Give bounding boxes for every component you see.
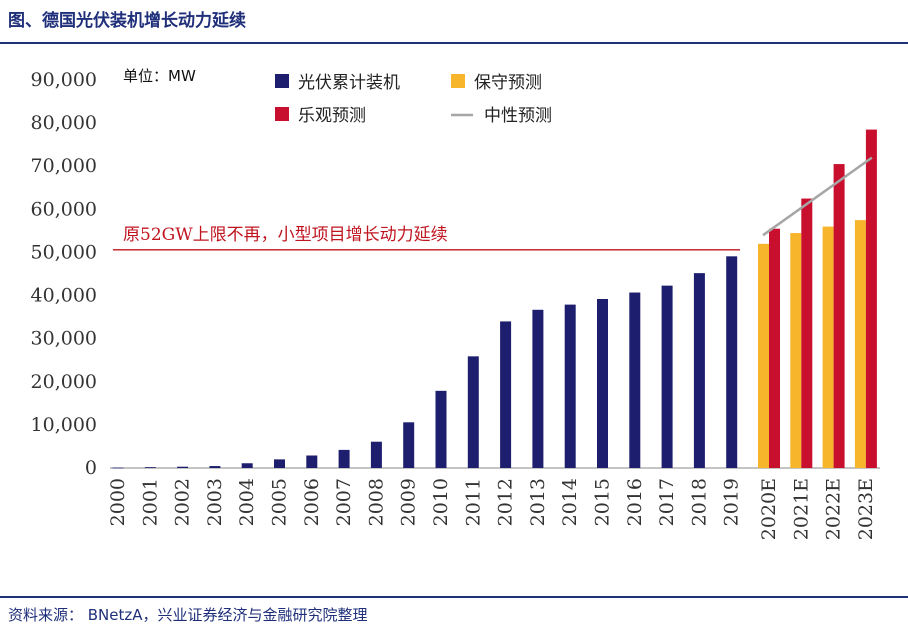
x-tick-label: 2016 (624, 478, 646, 526)
bar-conservative (822, 226, 834, 468)
y-tick-label: 0 (85, 457, 97, 479)
legend-swatch-cumulative (275, 74, 289, 88)
cap-annotation: 原52GW上限不再，小型项目增长动力延续 (123, 225, 448, 245)
bar-cumulative (144, 467, 156, 468)
neutral-forecast-line (762, 156, 873, 237)
x-tick-label: 2009 (398, 478, 420, 526)
x-tick-label: 2013 (527, 478, 549, 526)
y-tick-label: 60,000 (31, 198, 97, 220)
unit-label: 单位：MW (123, 67, 196, 85)
x-tick-label: 2017 (656, 478, 678, 526)
bar-cumulative (661, 285, 673, 468)
bar-optimistic (769, 228, 780, 468)
bar-conservative (790, 233, 802, 468)
x-tick-label: 2005 (269, 478, 291, 526)
y-tick-label: 90,000 (31, 69, 97, 91)
y-tick-label: 70,000 (31, 155, 97, 177)
source-note: 资料来源： BNetzA，兴业证券经济与金融研究院整理 (8, 606, 368, 624)
bar-optimistic (865, 129, 877, 469)
x-tick-label: 2012 (495, 478, 517, 526)
bar-cumulative (467, 356, 479, 468)
bar-conservative (854, 220, 866, 468)
y-tick-label: 50,000 (31, 241, 97, 263)
chart-title: 图、德国光伏装机增长动力延续 (8, 11, 246, 31)
bar-cumulative (435, 390, 447, 468)
x-tick-label: 2002 (172, 478, 194, 526)
footer-divider (0, 596, 908, 598)
legend-label-cumulative: 光伏累计装机 (298, 73, 400, 93)
bar-cumulative (403, 422, 415, 468)
bar-optimistic (833, 164, 845, 469)
x-tick-label: 2015 (592, 478, 614, 526)
x-tick-label: 2006 (301, 478, 323, 526)
bar-chart: 0 10,000 20,000 30,000 40,000 50,000 60,000 70,… (31, 67, 880, 540)
x-tick-label: 2010 (430, 478, 452, 526)
bar-cumulative (370, 441, 382, 468)
bar-cumulative (338, 449, 350, 468)
y-tick-label: 40,000 (31, 285, 97, 307)
legend-label-neutral: 中性预测 (484, 106, 552, 126)
bar-cumulative (241, 463, 253, 468)
x-tick-label: 2003 (204, 478, 226, 526)
bar-conservative (758, 243, 769, 468)
x-tick-label: 2020E (758, 478, 780, 540)
bar-cumulative (597, 299, 608, 468)
bar-cumulative (177, 466, 189, 468)
y-tick-label: 20,000 (31, 371, 97, 393)
x-tick-label: 2023E (855, 478, 877, 540)
x-tick-label: 2011 (462, 478, 484, 526)
bar-cumulative (306, 455, 318, 468)
bar-cumulative (500, 321, 512, 468)
x-tick-label: 2004 (236, 478, 258, 526)
bar-cumulative (209, 466, 221, 468)
bar-cumulative (629, 292, 641, 468)
x-tick-label: 2019 (721, 478, 743, 526)
legend-swatch-conservative (451, 74, 465, 88)
x-tick-label: 2000 (107, 478, 129, 526)
bar-cumulative (112, 467, 124, 469)
bar-cumulative (726, 256, 738, 468)
y-tick-label: 30,000 (31, 328, 97, 350)
y-tick-label: 80,000 (31, 112, 97, 134)
title-divider (0, 42, 908, 44)
x-tick-label: 2021E (790, 478, 812, 540)
x-tick-label: 2022E (823, 478, 845, 540)
bar-cumulative (274, 459, 285, 468)
x-tick-label: 2001 (139, 478, 161, 526)
bar-cumulative (532, 309, 544, 468)
x-tick-label: 2018 (688, 478, 710, 526)
legend-swatch-optimistic (275, 107, 289, 121)
x-tick-label: 2014 (559, 478, 581, 526)
bar-optimistic (801, 198, 813, 469)
y-tick-label: 10,000 (31, 414, 97, 436)
bar-cumulative (564, 304, 576, 468)
bar-cumulative (693, 273, 705, 468)
legend-label-optimistic: 乐观预测 (298, 106, 366, 126)
legend-label-conservative: 保守预测 (474, 73, 542, 93)
x-tick-label: 2007 (333, 478, 355, 526)
x-tick-label: 2008 (365, 478, 387, 526)
